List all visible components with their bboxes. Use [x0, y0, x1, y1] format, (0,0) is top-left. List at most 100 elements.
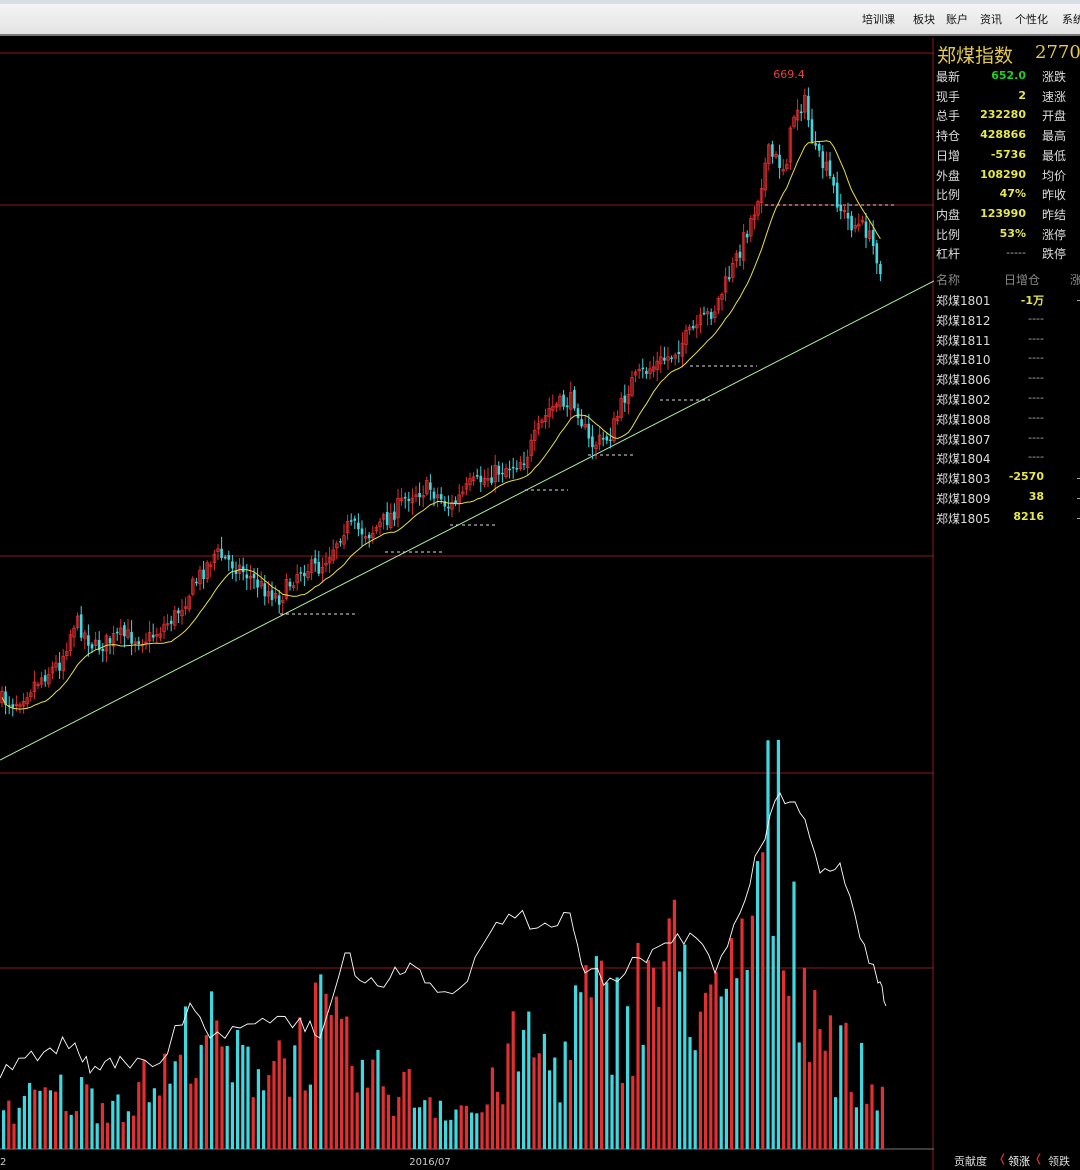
menu-personalize[interactable]: 个性化: [1015, 13, 1048, 26]
candle-up: [111, 633, 116, 647]
candle-up: [482, 477, 487, 485]
contract-name: 郑煤1803: [936, 472, 991, 487]
volume-bar: [277, 1040, 281, 1149]
candle-up: [162, 624, 166, 633]
contract-row[interactable]: 郑煤1803 -2570: [934, 467, 1080, 487]
candle-down: [501, 472, 504, 475]
tab-contribution[interactable]: 贡献度: [954, 1155, 987, 1168]
volume-bar: [834, 1097, 838, 1149]
quote-label-secondary: 开盘: [1042, 109, 1067, 124]
candle-down: [601, 437, 605, 440]
volume-bar: [620, 1083, 624, 1149]
candle-down: [670, 357, 673, 360]
candle-down: [7, 705, 11, 707]
candle-up: [173, 610, 177, 626]
volume-bar: [158, 1095, 162, 1149]
candle-down: [349, 520, 353, 522]
volume-bar: [600, 960, 604, 1149]
candle-up: [547, 407, 551, 417]
candle-down: [353, 518, 357, 521]
volume-bar: [371, 1059, 375, 1149]
quote-row: 最新 652.0 涨跌: [934, 66, 1080, 86]
volume-bar: [340, 1018, 344, 1149]
volume-bar: [506, 1043, 510, 1149]
quote-label: 最新: [936, 70, 961, 84]
volume-bar: [236, 1029, 240, 1149]
volume-bar: [574, 985, 578, 1149]
candle-up: [396, 497, 400, 519]
volume-bar: [298, 1017, 302, 1149]
volume-bar: [756, 861, 760, 1149]
candle-down: [832, 176, 835, 186]
candle-down: [432, 491, 436, 499]
change-tick: [1077, 300, 1080, 301]
candle-down: [677, 352, 681, 355]
contract-row[interactable]: 郑煤1812 ----: [934, 309, 1080, 329]
volume-bar: [241, 1044, 245, 1149]
volume-bar: [329, 1015, 333, 1149]
candle-up: [291, 585, 296, 589]
menu-news[interactable]: 资讯: [980, 13, 1002, 26]
volume-bar: [527, 1011, 531, 1149]
candle-down: [475, 475, 479, 477]
contract-row[interactable]: 郑煤1810 ----: [934, 348, 1080, 368]
volume-bar: [28, 1082, 32, 1149]
candle-up: [558, 395, 562, 407]
contract-row[interactable]: 郑煤1811 ----: [934, 329, 1080, 349]
tab-leading-losers[interactable]: 领跌: [1048, 1155, 1070, 1168]
contract-row[interactable]: 郑煤1801 -1万: [934, 289, 1080, 309]
volume-bar: [745, 969, 749, 1149]
candle-down: [778, 154, 781, 169]
candle-up: [435, 494, 440, 499]
contract-row[interactable]: 郑煤1809 38: [934, 487, 1080, 507]
volume-bar: [865, 1103, 869, 1149]
contract-row[interactable]: 郑煤1807 ----: [934, 428, 1080, 448]
candle-up: [756, 201, 760, 216]
quote-value: 428866: [980, 128, 1026, 142]
candle-up: [83, 632, 87, 639]
candle-down: [429, 482, 432, 490]
contract-name: 郑煤1811: [936, 333, 991, 348]
quote-label: 总手: [936, 109, 961, 124]
volume-bar: [85, 1084, 89, 1149]
volume-bar: [844, 1022, 848, 1149]
contract-row[interactable]: 郑煤1802 ----: [934, 388, 1080, 408]
candle-up: [504, 468, 508, 477]
candle-down: [288, 581, 292, 587]
volume-bar: [880, 1086, 884, 1149]
menu-account[interactable]: 账户: [946, 13, 968, 26]
kline-chart[interactable]: 669.4 2016/07 2: [0, 38, 934, 1170]
candle-down: [220, 548, 223, 558]
volume-bar: [126, 1111, 130, 1149]
candle-up: [543, 415, 548, 422]
candle-up: [187, 596, 191, 610]
menu-training[interactable]: 培训课: [862, 13, 895, 26]
candle-up: [65, 651, 69, 657]
candle-down: [115, 631, 119, 634]
volume-bar: [646, 960, 650, 1149]
candle-down: [562, 394, 565, 407]
volume-bar: [870, 1084, 874, 1149]
candle-up: [792, 116, 796, 127]
volume-bar: [418, 1107, 422, 1149]
list-header-change: 涨: [1070, 273, 1080, 287]
quote-panel: 郑煤指数 2770 最新 652.0 涨跌 现手 2 速涨 总手 232280 开盘 持仓 4288…: [934, 38, 1080, 1170]
candle-down: [850, 215, 853, 231]
tab-leading-gainers[interactable]: 领涨: [1008, 1155, 1030, 1168]
contract-row[interactable]: 郑煤1805 8216: [934, 507, 1080, 527]
candle-up: [648, 368, 652, 374]
menu-system[interactable]: 系统: [1062, 13, 1080, 26]
volume-bar: [106, 1122, 110, 1149]
volume-bar: [142, 1060, 146, 1149]
candle-up: [619, 398, 623, 418]
candle-up: [324, 563, 328, 566]
contract-row[interactable]: 郑煤1806 ----: [934, 368, 1080, 388]
candle-down: [151, 634, 155, 638]
volume-bar: [90, 1088, 94, 1149]
menu-sector[interactable]: 板块: [913, 13, 935, 26]
candle-up: [687, 326, 692, 331]
contract-row[interactable]: 郑煤1804 ----: [934, 447, 1080, 467]
contract-row[interactable]: 郑煤1808 ----: [934, 408, 1080, 428]
candle-up: [752, 214, 757, 220]
moving-average-line: [1, 140, 881, 710]
